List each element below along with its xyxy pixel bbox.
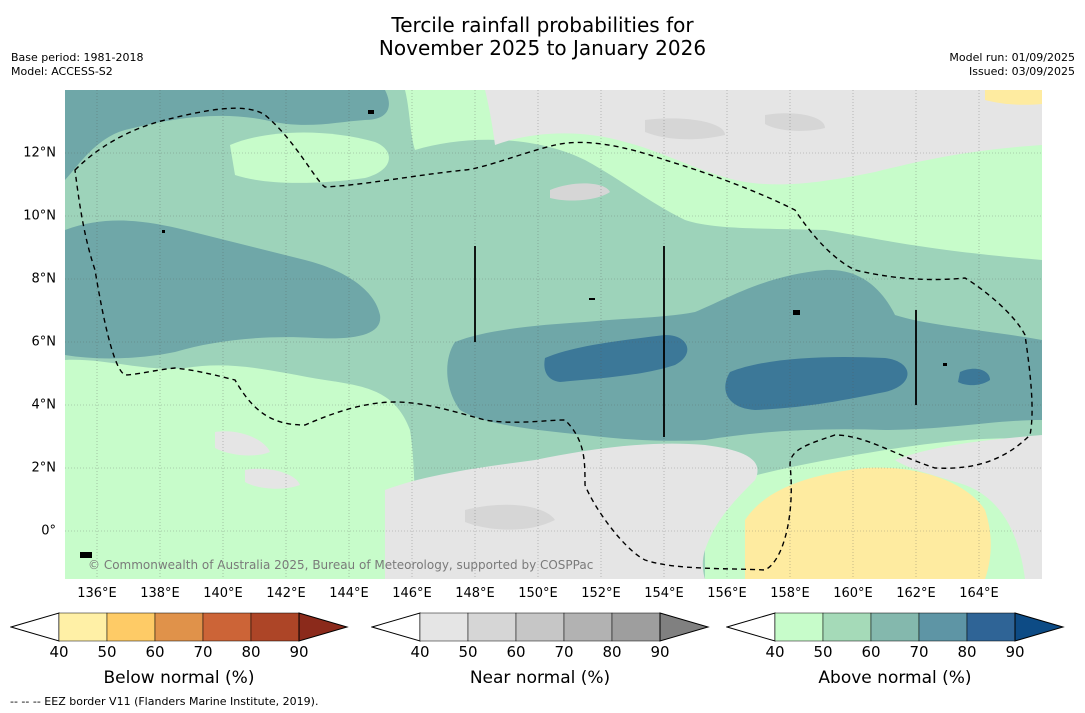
below-tick-70: 70: [193, 643, 213, 661]
model-text: Model: ACCESS-S2: [11, 65, 113, 78]
above-tick-60: 60: [861, 643, 881, 661]
colorbar-above: [726, 612, 1065, 642]
above-70-regions: [544, 335, 990, 410]
near-50-regions: [465, 113, 825, 530]
title-line-2: November 2025 to January 2026: [378, 36, 707, 60]
colorbar-near: [371, 612, 710, 642]
lat-label-4n: 4°N: [31, 397, 57, 413]
title-line-1: Tercile rainfall probabilities for: [391, 13, 694, 37]
colorbar-below-swatch-50: [106, 612, 156, 642]
lat-label-8n: 8°N: [31, 271, 57, 287]
model-run-text: Model run: 01/09/2025: [949, 51, 1075, 64]
colorbar-below-swatch-80: [250, 612, 300, 642]
colorbar-above-swatch-80: [966, 612, 1016, 642]
graticule: [65, 90, 1042, 579]
colorbar-below-max-arrow: [298, 612, 349, 642]
lon-label-152e: 152°E: [581, 586, 621, 601]
above-tick-40: 40: [765, 643, 785, 661]
lat-label-2n: 2°N: [31, 460, 57, 476]
map-title: Tercile rainfall probabilities for Novem…: [0, 14, 1085, 60]
lon-label-144e: 144°E: [329, 586, 369, 601]
colorbar-near-swatch-40: [419, 612, 469, 642]
lat-label-6n: 6°N: [31, 334, 57, 350]
colorbar-below: [10, 612, 349, 642]
colorbar-near-swatch-50: [467, 612, 517, 642]
below-tick-60: 60: [145, 643, 165, 661]
islands: [80, 110, 947, 558]
eez-footnote: -- -- -- EEZ border V11 (Flanders Marine…: [10, 695, 319, 708]
colorbar-above-swatch-60: [870, 612, 920, 642]
colorbar-below-min-arrow: [10, 612, 60, 642]
above-tick-90: 90: [1005, 643, 1025, 661]
near-normal-label: Near normal (%): [469, 668, 611, 688]
lon-label-140e: 140°E: [203, 586, 243, 601]
issued-text: Issued: 03/09/2025: [968, 65, 1075, 78]
above-normal-label: Above normal (%): [818, 668, 972, 688]
colorbar-near-min-arrow: [371, 612, 421, 642]
lon-label-146e: 146°E: [392, 586, 432, 601]
above-tick-50: 50: [813, 643, 833, 661]
map-svg: [65, 90, 1042, 579]
colorbar-above-min-arrow: [726, 612, 776, 642]
near-tick-90: 90: [650, 643, 670, 661]
colorbar-above-swatch-50: [822, 612, 872, 642]
colorbar-above-swatch-40: [774, 612, 824, 642]
colorbar-near-swatch-80: [611, 612, 661, 642]
lon-label-162e: 162°E: [896, 586, 936, 601]
colorbar-below-swatch-60: [154, 612, 204, 642]
colorbar-near-max-arrow: [659, 612, 710, 642]
below-tick-40: 40: [49, 643, 69, 661]
lon-label-160e: 160°E: [833, 586, 873, 601]
near-tick-60: 60: [506, 643, 526, 661]
lat-label-10n: 10°N: [23, 208, 56, 224]
near-tick-80: 80: [602, 643, 622, 661]
lat-label-0: 0°: [41, 523, 56, 539]
colorbar-above-swatch-70: [918, 612, 968, 642]
near-40-regions: [215, 90, 1042, 579]
below-tick-80: 80: [241, 643, 261, 661]
below-normal-label: Below normal (%): [103, 668, 255, 688]
near-tick-70: 70: [554, 643, 574, 661]
lon-label-164e: 164°E: [959, 586, 999, 601]
colorbar-near-swatch-60: [515, 612, 565, 642]
lon-label-136e: 136°E: [77, 586, 117, 601]
lon-label-154e: 154°E: [644, 586, 684, 601]
near-tick-40: 40: [410, 643, 430, 661]
colorbar-near-swatch-70: [563, 612, 613, 642]
lon-label-156e: 156°E: [707, 586, 747, 601]
below-tick-90: 90: [289, 643, 309, 661]
above-tick-80: 80: [957, 643, 977, 661]
above-tick-70: 70: [909, 643, 929, 661]
colorbar-above-max-arrow: [1014, 612, 1065, 642]
base-period-text: Base period: 1981-2018: [11, 51, 144, 64]
near-tick-50: 50: [458, 643, 478, 661]
map-panel: [65, 90, 1042, 579]
eez-dividers: [474, 246, 917, 437]
below-40-region-north: [985, 90, 1042, 105]
eez-border: [74, 107, 1033, 571]
lon-label-158e: 158°E: [770, 586, 810, 601]
below-40-region: [745, 467, 991, 579]
info-right: Model run: 01/09/2025 Issued: 03/09/2025: [949, 51, 1075, 79]
copyright-text: © Commonwealth of Australia 2025, Bureau…: [88, 558, 594, 572]
lon-label-150e: 150°E: [518, 586, 558, 601]
info-left: Base period: 1981-2018 Model: ACCESS-S2: [11, 51, 143, 79]
colorbar-below-swatch-40: [58, 612, 108, 642]
lon-label-142e: 142°E: [266, 586, 306, 601]
colorbar-below-swatch-70: [202, 612, 252, 642]
below-tick-50: 50: [97, 643, 117, 661]
above-60-regions: [65, 90, 1042, 441]
lon-label-138e: 138°E: [140, 586, 180, 601]
lat-label-12n: 12°N: [23, 145, 56, 161]
lon-label-148e: 148°E: [455, 586, 495, 601]
